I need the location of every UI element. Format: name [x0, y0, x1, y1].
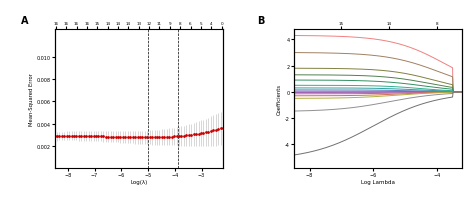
Text: B: B: [256, 16, 264, 26]
X-axis label: Log Lambda: Log Lambda: [361, 179, 395, 184]
Y-axis label: Mean-Squared Error: Mean-Squared Error: [28, 73, 34, 125]
Y-axis label: Coefficients: Coefficients: [277, 83, 282, 114]
X-axis label: Log(λ): Log(λ): [130, 179, 147, 184]
Text: A: A: [21, 16, 28, 26]
